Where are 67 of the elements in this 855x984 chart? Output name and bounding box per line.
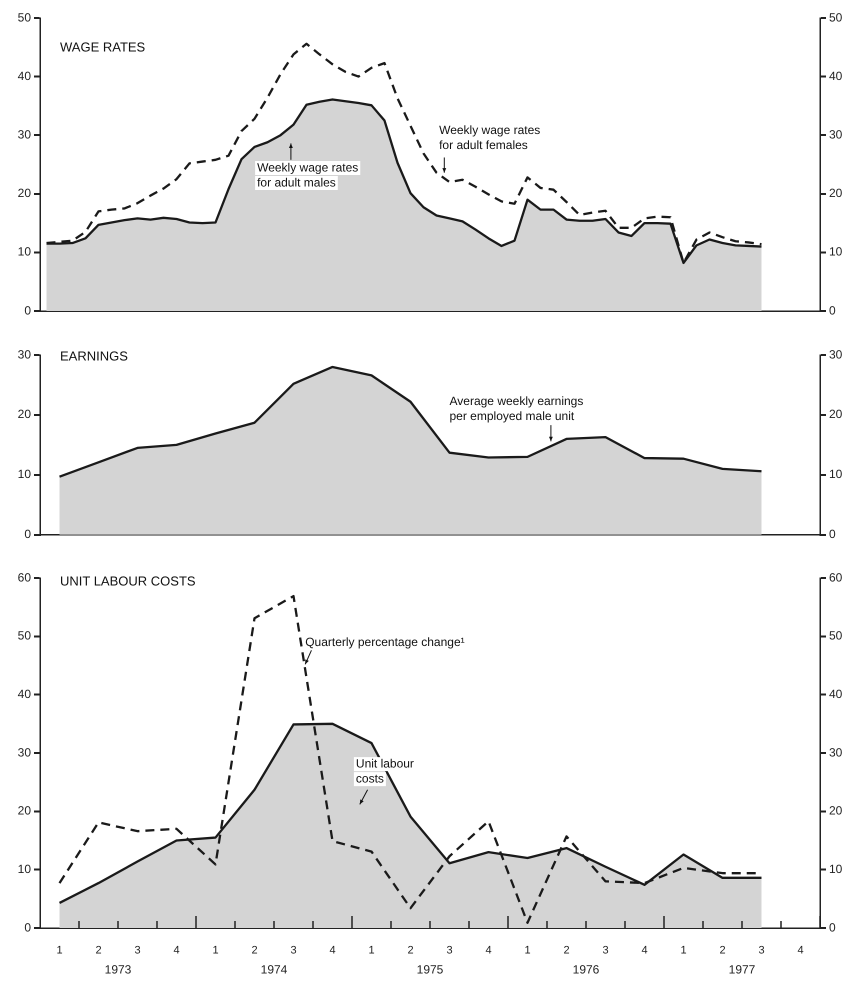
x-tick-label: 4 <box>797 944 804 957</box>
y2-tick-label: 20 <box>829 804 843 818</box>
y-tick-label: 10 <box>18 467 32 482</box>
text: 1974 <box>260 962 288 976</box>
x-tick-label: 4 <box>641 944 648 957</box>
y2-tick-label: 0 <box>829 527 836 542</box>
x-tick-label: 3 <box>134 944 141 957</box>
y2-tick-label: 30 <box>829 128 843 142</box>
y2-tick-label: 10 <box>829 244 843 259</box>
y2-tick-label: 60 <box>829 570 843 584</box>
series-label: Unit labour costs <box>356 756 414 786</box>
x-tick-label: 2 <box>407 944 414 957</box>
x-tick-label: 2 <box>251 944 258 957</box>
y-tick-label: 0 <box>24 303 32 318</box>
x-tick-label: 4 <box>173 944 180 957</box>
y2-tick-label: 20 <box>829 186 843 200</box>
x-tick-label: 1 <box>212 944 219 957</box>
y2-tick-label: 40 <box>829 68 843 83</box>
y-tick-label: 30 <box>18 347 32 362</box>
chart-title: UNIT LABOUR COSTS <box>60 574 196 589</box>
x-tick-label: 2 <box>563 944 570 957</box>
y-tick-label: 20 <box>18 186 32 200</box>
y-tick-label: 10 <box>18 244 32 259</box>
y-tick-label: 60 <box>18 570 32 584</box>
y-tick-label: 0 <box>24 920 32 934</box>
x-tick-label: 3 <box>758 944 765 957</box>
series-label: Quarterly percentage change¹ <box>305 635 465 650</box>
y-tick-label: 20 <box>18 804 32 818</box>
y-tick-label: 50 <box>18 628 32 643</box>
y-tick-label: 50 <box>18 10 32 24</box>
y2-tick-label: 20 <box>829 407 843 422</box>
chart-title: EARNINGS <box>60 348 128 364</box>
text: 1977 <box>728 962 756 976</box>
text: 1975 <box>416 962 444 976</box>
x-tick-label: 3 <box>290 944 297 957</box>
text: WAGE RATES <box>60 40 146 55</box>
y-tick-label: 0 <box>24 527 32 542</box>
y-tick-label: 30 <box>18 745 32 760</box>
y-tick-label: 40 <box>18 68 32 83</box>
x-tick-label: 3 <box>602 944 609 957</box>
text: 1976 <box>572 962 600 976</box>
y2-tick-label: 30 <box>829 745 843 760</box>
series-label: Average weekly earnings per employed male unit <box>450 394 584 424</box>
y2-tick-label: 30 <box>829 347 843 362</box>
x-tick-label: 1 <box>680 944 687 957</box>
x-tick-label: 4 <box>485 944 492 957</box>
y2-tick-label: 50 <box>829 10 843 24</box>
x-tick-label: 1 <box>524 944 531 957</box>
x-tick-label: 1 <box>56 944 63 957</box>
y2-tick-label: 0 <box>829 920 836 934</box>
y-tick-label: 10 <box>18 862 32 876</box>
y2-tick-label: 40 <box>829 686 843 701</box>
y2-tick-label: 10 <box>829 467 843 482</box>
x-tick-label: 4 <box>329 944 336 957</box>
y-tick-label: 20 <box>18 407 32 422</box>
x-tick-label: 3 <box>446 944 453 957</box>
series-label: Weekly wage rates for adult females <box>439 122 540 152</box>
x-tick-label: 2 <box>719 944 726 957</box>
y2-tick-label: 50 <box>829 628 843 643</box>
x-tick-label: 1 <box>368 944 375 957</box>
y2-tick-label: 0 <box>829 303 836 318</box>
text: 1973 <box>104 962 132 976</box>
y2-tick-label: 10 <box>829 862 843 876</box>
legend-label: Weekly wage rates for adult males <box>257 160 358 190</box>
x-tick-label: 2 <box>95 944 102 957</box>
y-tick-label: 40 <box>18 686 32 701</box>
y-tick-label: 30 <box>18 128 32 142</box>
